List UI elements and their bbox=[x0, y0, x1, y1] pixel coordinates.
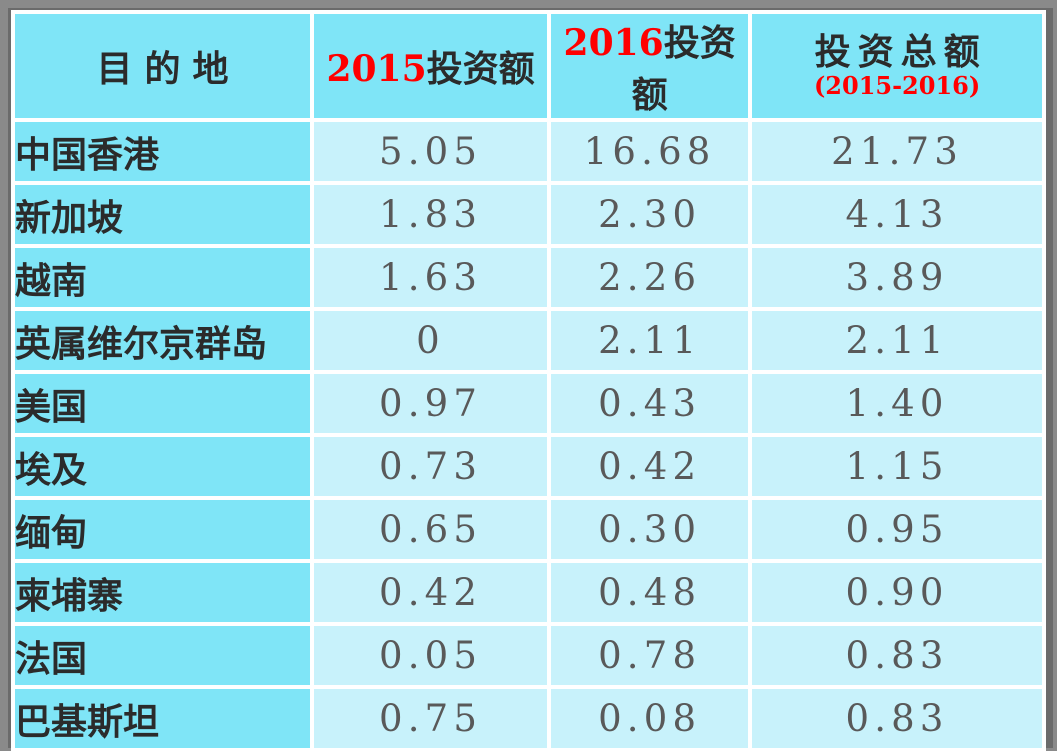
value-total-cell: 4.13 bbox=[748, 181, 1046, 248]
total-header-title: 投资总额 bbox=[814, 31, 987, 74]
year-2016-label: 2016 bbox=[563, 22, 664, 64]
value-2016-cell: 0.43 bbox=[547, 370, 753, 437]
table-row-egypt: 埃及 0.73 0.42 1.15 bbox=[11, 433, 1046, 500]
value-total-cell: 0.90 bbox=[748, 559, 1046, 626]
table-row-myanmar: 缅甸 0.65 0.30 0.95 bbox=[11, 496, 1046, 563]
value-2016-cell: 0.42 bbox=[547, 433, 753, 500]
table-row-hongkong: 中国香港 5.05 16.68 21.73 bbox=[11, 118, 1046, 185]
value-2015-cell: 0.65 bbox=[309, 496, 552, 563]
header-row: 目的地 2015投资额 2016投资额 投资总额 (2015-2016) bbox=[11, 10, 1046, 122]
total-header-subtitle: (2015-2016) bbox=[813, 70, 981, 100]
value-2015-cell: 5.05 bbox=[309, 118, 552, 185]
value-2016-cell: 0.78 bbox=[547, 622, 753, 689]
destination-cell: 越南 bbox=[11, 244, 314, 311]
destination-cell: 缅甸 bbox=[11, 496, 314, 563]
investment-table: 目的地 2015投资额 2016投资额 投资总额 (2015-2016) bbox=[11, 10, 1046, 751]
value-2015-cell: 0.42 bbox=[309, 559, 552, 626]
value-total-cell: 0.83 bbox=[748, 685, 1046, 751]
value-total-cell: 21.73 bbox=[748, 118, 1046, 185]
value-2016-cell: 0.30 bbox=[547, 496, 753, 563]
value-2016-cell: 0.08 bbox=[547, 685, 753, 751]
value-2015-cell: 1.63 bbox=[309, 244, 552, 311]
destination-cell: 埃及 bbox=[11, 433, 314, 500]
destination-cell: 英属维尔京群岛 bbox=[11, 307, 314, 374]
table-row-france: 法国 0.05 0.78 0.83 bbox=[11, 622, 1046, 689]
value-2015-cell: 0 bbox=[309, 307, 552, 374]
investment-table-frame: 目的地 2015投资额 2016投资额 投资总额 (2015-2016) bbox=[8, 8, 1053, 751]
destination-cell: 中国香港 bbox=[11, 118, 314, 185]
value-2016-cell: 0.48 bbox=[547, 559, 753, 626]
col-header-2015: 2015投资额 bbox=[309, 10, 552, 122]
table-row-vietnam: 越南 1.63 2.26 3.89 bbox=[11, 244, 1046, 311]
table-row-bvi: 英属维尔京群岛 0 2.11 2.11 bbox=[11, 307, 1046, 374]
destination-cell: 法国 bbox=[11, 622, 314, 689]
value-2016-cell: 16.68 bbox=[547, 118, 753, 185]
table-row-singapore: 新加坡 1.83 2.30 4.13 bbox=[11, 181, 1046, 248]
destination-cell: 美国 bbox=[11, 370, 314, 437]
investment-2016-label: 投资额 bbox=[631, 22, 736, 116]
value-total-cell: 1.40 bbox=[748, 370, 1046, 437]
value-total-cell: 1.15 bbox=[748, 433, 1046, 500]
value-total-cell: 2.11 bbox=[748, 307, 1046, 374]
col-header-2016: 2016投资额 bbox=[547, 10, 753, 122]
table-row-usa: 美国 0.97 0.43 1.40 bbox=[11, 370, 1046, 437]
col-header-destination: 目的地 bbox=[11, 10, 314, 122]
value-2015-cell: 0.05 bbox=[309, 622, 552, 689]
value-2016-cell: 2.11 bbox=[547, 307, 753, 374]
year-2015-label: 2015 bbox=[326, 48, 427, 90]
value-2016-cell: 2.26 bbox=[547, 244, 753, 311]
value-total-cell: 0.95 bbox=[748, 496, 1046, 563]
destination-cell: 柬埔寨 bbox=[11, 559, 314, 626]
value-2016-cell: 2.30 bbox=[547, 181, 753, 248]
value-total-cell: 3.89 bbox=[748, 244, 1046, 311]
investment-2015-label: 投资额 bbox=[426, 48, 535, 90]
table-row-cambodia: 柬埔寨 0.42 0.48 0.90 bbox=[11, 559, 1046, 626]
value-2015-cell: 0.97 bbox=[309, 370, 552, 437]
table-row-pakistan: 巴基斯坦 0.75 0.08 0.83 bbox=[11, 685, 1046, 751]
destination-cell: 巴基斯坦 bbox=[11, 685, 314, 751]
destination-header-label: 目的地 bbox=[96, 48, 241, 90]
col-header-total: 投资总额 (2015-2016) bbox=[748, 10, 1046, 122]
destination-cell: 新加坡 bbox=[11, 181, 314, 248]
value-2015-cell: 1.83 bbox=[309, 181, 552, 248]
value-total-cell: 0.83 bbox=[748, 622, 1046, 689]
value-2015-cell: 0.75 bbox=[309, 685, 552, 751]
value-2015-cell: 0.73 bbox=[309, 433, 552, 500]
